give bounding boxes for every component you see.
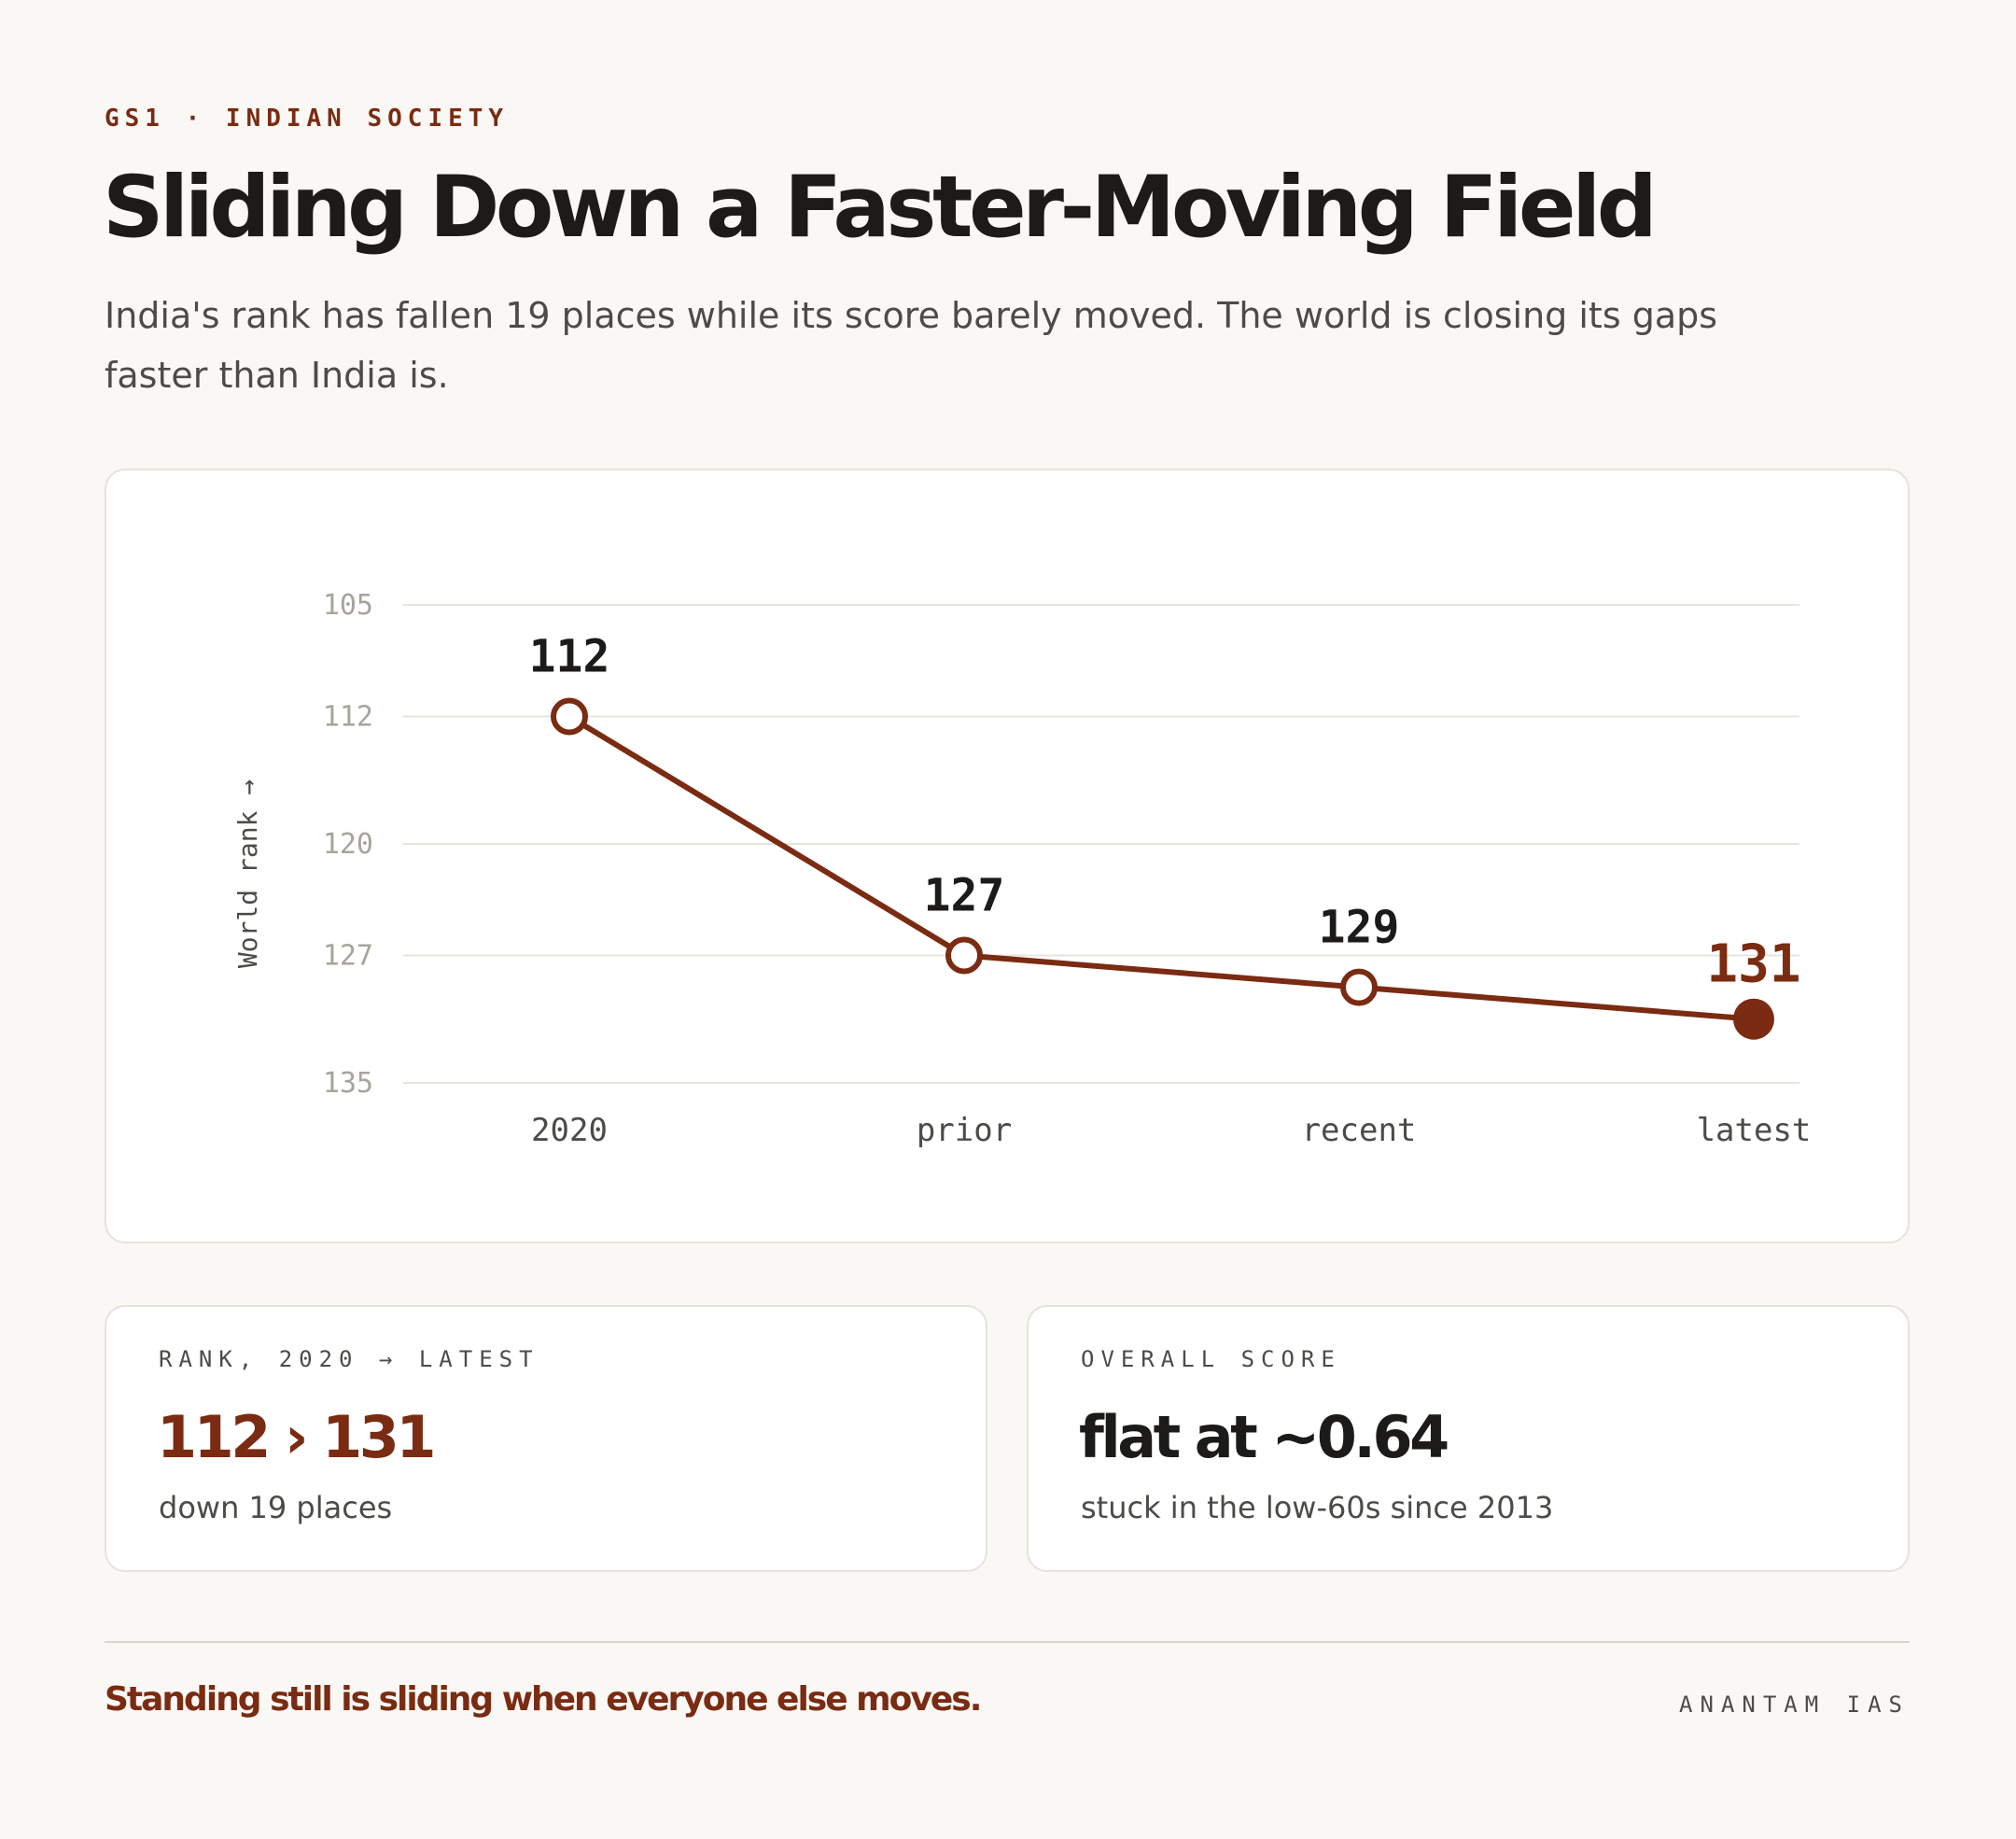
x-tick-label-latest: latest — [1697, 1112, 1812, 1149]
page-subtitle: India's rank has fallen 19 places while … — [105, 295, 1718, 396]
stat-label-rank: RANK, 2020 → LATEST — [159, 1346, 539, 1372]
data-label-latest: 131 — [1706, 934, 1800, 995]
x-tick-label-recent: recent — [1302, 1112, 1417, 1149]
y-tick-label-105: 105 — [323, 589, 373, 622]
data-point-recent — [1340, 968, 1378, 1006]
data-label-prior: 127 — [924, 869, 1005, 921]
stat-card-score: OVERALL SCORE flat at ~0.64 stuck in the… — [1027, 1305, 1910, 1572]
y-axis-title: World rank → — [232, 779, 263, 968]
y-tick-label-127: 127 — [323, 939, 373, 972]
y-tick-label-112: 112 — [323, 700, 373, 733]
stat-label-score: OVERALL SCORE — [1081, 1346, 1341, 1372]
data-point-latest — [1733, 998, 1774, 1040]
footer-tagline: Standing still is sliding when everyone … — [105, 1680, 982, 1719]
brand-name: ANANTAM IAS — [1679, 1692, 1910, 1718]
data-label-recent: 129 — [1319, 902, 1400, 954]
stat-note-score: stuck in the low-60s since 2013 — [1081, 1490, 1554, 1525]
stat-note-rank: down 19 places — [159, 1490, 393, 1525]
rank-line-chart: 105 112 120 127 135 World rank → 2020 prior rece… — [232, 589, 1812, 1149]
y-tick-label-120: 120 — [323, 828, 373, 861]
chart-card: 105 112 120 127 135 World rank → 2020 prior rece… — [105, 469, 1910, 1243]
section-kicker: GS1 · INDIAN SOCIETY — [105, 105, 510, 133]
data-point-2020 — [551, 697, 588, 736]
stat-value-score: flat at ~0.64 — [1079, 1403, 1449, 1471]
page-title: Sliding Down a Faster-Moving Field — [103, 159, 1658, 257]
y-tick-label-135: 135 — [323, 1067, 373, 1100]
series-line-rank — [567, 713, 1757, 1022]
stat-value-rank: 112 › 131 — [157, 1403, 437, 1471]
data-point-prior — [945, 936, 983, 975]
footer-divider — [105, 1641, 1910, 1643]
stat-card-rank: RANK, 2020 → LATEST 112 › 131 down 19 pl… — [105, 1305, 987, 1572]
data-label-2020: 112 — [529, 630, 610, 682]
x-tick-label-prior: prior — [917, 1112, 1012, 1149]
x-tick-label-2020: 2020 — [531, 1112, 608, 1149]
